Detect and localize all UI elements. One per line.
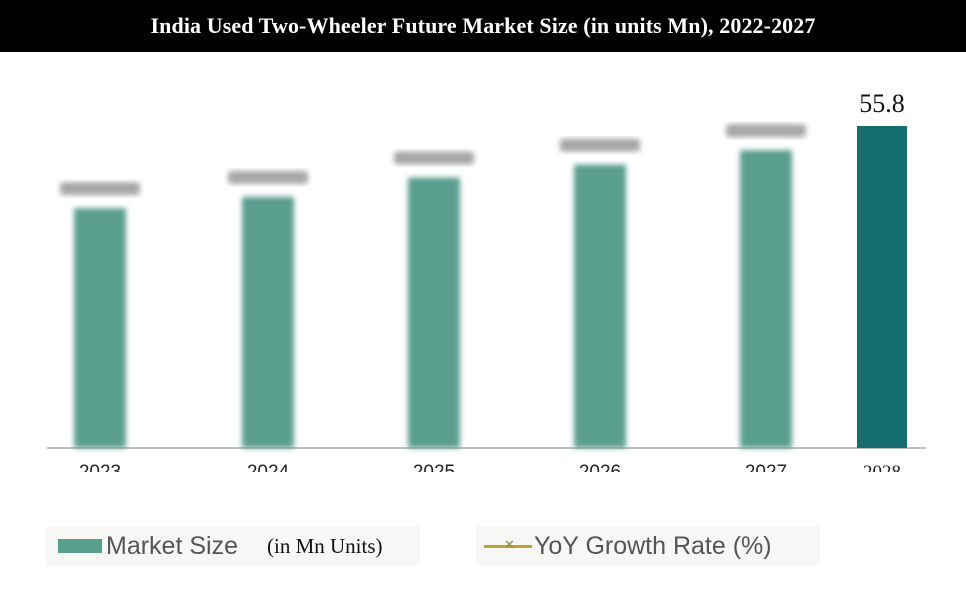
legend-units-note: (in Mn Units) xyxy=(267,533,383,558)
legend-yoy-background xyxy=(476,526,820,566)
chart-title: India Used Two-Wheeler Future Market Siz… xyxy=(150,13,816,38)
legend-market-background xyxy=(46,526,420,566)
bar-2028 xyxy=(857,126,907,448)
blurred-value-label-2026 xyxy=(560,138,640,152)
bar-2023 xyxy=(74,208,126,448)
x-tick-label-2024: 2024 xyxy=(247,462,290,472)
blurred-value-label-2025 xyxy=(394,151,474,165)
bar-2026 xyxy=(574,164,626,448)
line-marker-icon: ✕ xyxy=(484,539,532,553)
bar-chart: 55.8 2023 2024 2025 2026 2027 2028 xyxy=(47,89,926,472)
legend-label-yoy: YoY Growth Rate (%) xyxy=(534,531,772,560)
legend-item-market-size: Market Size xyxy=(58,526,238,566)
blurred-value-label-2027 xyxy=(726,124,806,138)
legend-label-market-size: Market Size xyxy=(106,531,238,560)
legend-item-yoy: ✕ YoY Growth Rate (%) xyxy=(484,526,772,566)
blurred-value-label-2023 xyxy=(60,182,140,196)
value-label-2028: 55.8 xyxy=(859,89,905,118)
x-tick-label-2026: 2026 xyxy=(579,462,621,472)
chart-title-bar: India Used Two-Wheeler Future Market Siz… xyxy=(0,0,966,52)
bar-2025 xyxy=(408,177,460,448)
bar-2024 xyxy=(242,196,294,448)
x-tick-label-2025: 2025 xyxy=(413,462,455,472)
bar-2027 xyxy=(740,150,792,448)
teal-bar-swatch-icon xyxy=(58,539,102,553)
x-tick-label-2027: 2027 xyxy=(745,462,787,472)
x-tick-label-2028: 2028 xyxy=(863,462,901,472)
x-tick-label-2023: 2023 xyxy=(79,462,121,472)
legend-item-units-note: (in Mn Units) xyxy=(267,526,383,566)
blurred-value-label-2024 xyxy=(228,170,308,184)
